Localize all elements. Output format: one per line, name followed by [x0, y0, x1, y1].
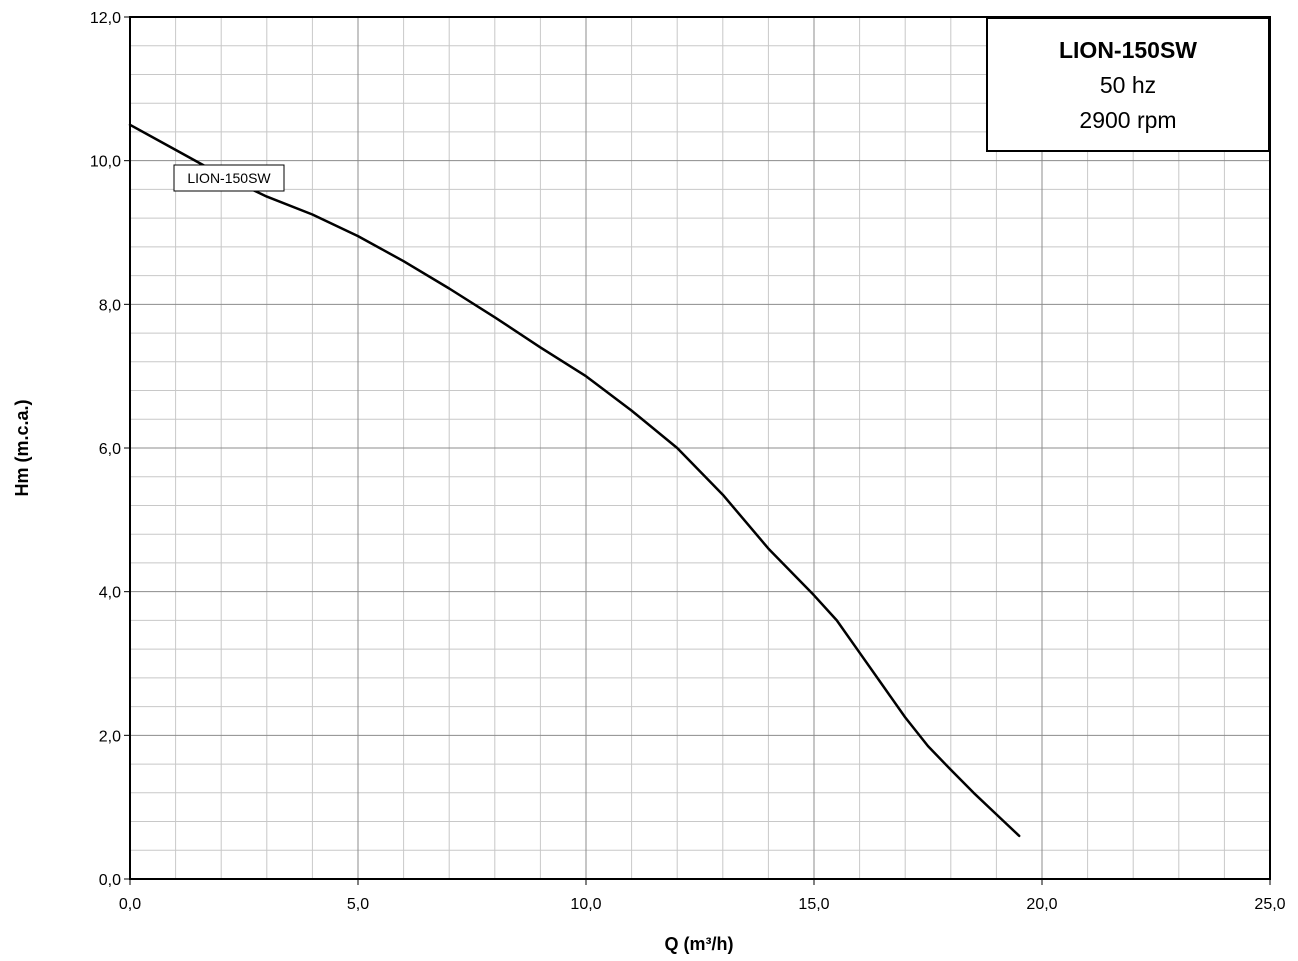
x-axis-ticks: 0,0 5,0 10,0 15,0 20,0 25,0 [119, 879, 1286, 913]
y-tick-label: 10,0 [90, 154, 121, 171]
y-tick-label: 0,0 [99, 872, 121, 889]
info-box-model: LION-150SW [1059, 37, 1197, 63]
y-axis-title: Hm (m.c.a.) [12, 399, 32, 496]
x-tick-label: 20,0 [1026, 896, 1057, 913]
x-tick-label: 5,0 [347, 896, 369, 913]
series-label-box: LION-150SW [173, 164, 285, 192]
y-axis-ticks: 0,0 2,0 4,0 6,0 8,0 10,0 12,0 [90, 10, 130, 889]
x-axis-title: Q (m³/h) [665, 934, 734, 954]
series-label: LION-150SW [187, 170, 271, 186]
info-box: LION-150SW 50 hz 2900 rpm [986, 17, 1270, 152]
x-tick-label: 10,0 [570, 896, 601, 913]
series-label-frame [173, 164, 285, 192]
x-tick-label: 25,0 [1254, 896, 1285, 913]
y-tick-label: 2,0 [99, 728, 121, 745]
y-tick-label: 4,0 [99, 585, 121, 602]
info-box-speed: 2900 rpm [1079, 107, 1176, 133]
info-box-frame [986, 17, 1270, 152]
info-box-frequency: 50 hz [1100, 72, 1156, 98]
y-tick-label: 8,0 [99, 297, 121, 314]
y-tick-label: 6,0 [99, 441, 121, 458]
series-layer [128, 123, 1021, 838]
y-tick-label: 12,0 [90, 10, 121, 27]
x-tick-label: 0,0 [119, 896, 141, 913]
major-grid [130, 17, 1270, 879]
x-tick-label: 15,0 [798, 896, 829, 913]
series-line-0 [128, 123, 1021, 838]
